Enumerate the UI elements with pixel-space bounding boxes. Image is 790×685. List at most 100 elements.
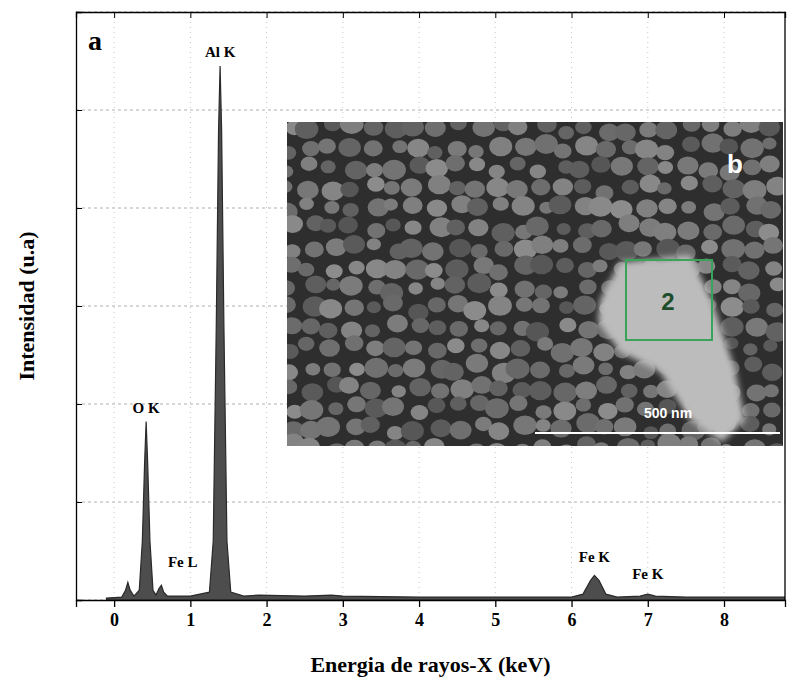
sem-grain <box>382 338 405 358</box>
sem-grain <box>682 137 700 152</box>
sem-grain <box>677 156 698 174</box>
sem-grain <box>401 421 424 441</box>
sem-grain <box>738 261 760 279</box>
sem-grains <box>287 122 783 446</box>
sem-grain <box>535 285 552 300</box>
sem-grain <box>324 122 341 131</box>
sem-grain <box>677 221 699 240</box>
sem-grain <box>321 160 336 173</box>
y-tick-mark <box>76 110 82 111</box>
x-tick-mark <box>648 600 649 607</box>
sem-grain <box>306 363 321 375</box>
sem-grain <box>683 122 701 132</box>
sem-grain <box>598 403 617 419</box>
y-tick <box>76 600 82 601</box>
sem-grain <box>387 426 403 440</box>
sem-grain <box>385 218 400 231</box>
sem-grain <box>508 122 527 135</box>
sem-grain <box>643 385 659 398</box>
sem-grain <box>431 277 446 289</box>
sem-grain <box>577 436 596 446</box>
sem-grain <box>489 137 512 157</box>
sem-grain <box>596 141 616 158</box>
sem-grain <box>287 215 303 233</box>
sem-grain <box>553 178 573 195</box>
sem-grain <box>468 145 483 158</box>
sem-grain <box>408 282 423 294</box>
sem-grain <box>558 126 574 139</box>
sem-grain <box>619 214 640 232</box>
x-top-tick-mark <box>343 12 344 18</box>
x-tick: 7 <box>644 600 653 630</box>
sem-grain <box>557 223 571 235</box>
x-top-tick-mark <box>572 12 573 18</box>
x-tick-mark <box>343 600 344 607</box>
sem-grain <box>324 201 339 214</box>
sem-grain <box>579 279 597 294</box>
x-axis-title: Energia de rayos-X (keV) <box>310 652 550 677</box>
sem-grain <box>319 299 342 318</box>
sem-grain <box>553 401 576 420</box>
sem-grain <box>556 258 574 273</box>
sem-grain <box>339 377 359 394</box>
sem-grain <box>515 281 535 298</box>
x-tick-mark <box>495 600 496 607</box>
sem-grain <box>512 382 531 398</box>
sem-grain <box>471 244 488 258</box>
sem-grain <box>654 223 677 242</box>
sem-grain <box>388 364 404 377</box>
sem-grain <box>326 443 348 446</box>
sem-grain <box>553 286 568 298</box>
sem-grain <box>617 438 640 446</box>
grid <box>76 12 785 600</box>
sem-grain <box>611 157 633 176</box>
y-tick <box>76 502 82 503</box>
sem-grain <box>451 379 474 399</box>
sem-grain <box>744 357 762 372</box>
sem-grain <box>431 383 449 399</box>
sem-grain <box>639 122 657 137</box>
sem-grain <box>367 238 381 250</box>
sem-grain <box>622 180 639 195</box>
peak-label: O K <box>133 400 160 416</box>
sem-grain <box>345 335 364 351</box>
sem-grain <box>403 359 425 378</box>
sem-grain <box>450 122 467 130</box>
sem-grain <box>489 264 508 280</box>
sem-grain <box>319 323 337 339</box>
sem-grain <box>549 195 572 214</box>
sem-grain <box>537 122 556 133</box>
sem-grain <box>287 244 300 258</box>
sem-grain <box>702 122 720 132</box>
sem-grain <box>510 157 526 171</box>
sem-grain <box>443 363 464 381</box>
sem-grain <box>428 175 451 194</box>
sem-grain <box>343 235 365 254</box>
sem-grain <box>347 396 366 412</box>
sem-grain <box>301 318 320 334</box>
sem-grain <box>444 276 465 294</box>
sem-grain <box>287 379 297 394</box>
grid-line-x <box>190 12 191 600</box>
sem-grain <box>746 318 768 337</box>
sem-grain <box>302 141 320 156</box>
x-top-tick <box>343 12 344 18</box>
y-tick <box>76 110 82 111</box>
sem-grain <box>300 400 323 420</box>
sem-grain <box>573 356 595 374</box>
sem-grain <box>426 159 448 178</box>
sem-grain <box>596 376 617 394</box>
peak-label: Al K <box>205 44 236 60</box>
sem-grain <box>429 320 447 335</box>
x-axis-top <box>77 12 786 18</box>
x-tick: 5 <box>491 600 500 630</box>
sem-grain <box>765 261 782 275</box>
sem-grain <box>532 298 550 313</box>
sem-grain <box>365 324 380 337</box>
sem-grain <box>489 380 508 396</box>
x-tick-label: 0 <box>110 610 119 630</box>
sem-grain <box>681 176 698 191</box>
sem-grain <box>319 339 340 357</box>
y-tick-mark <box>76 306 82 307</box>
y-tick <box>76 208 82 209</box>
